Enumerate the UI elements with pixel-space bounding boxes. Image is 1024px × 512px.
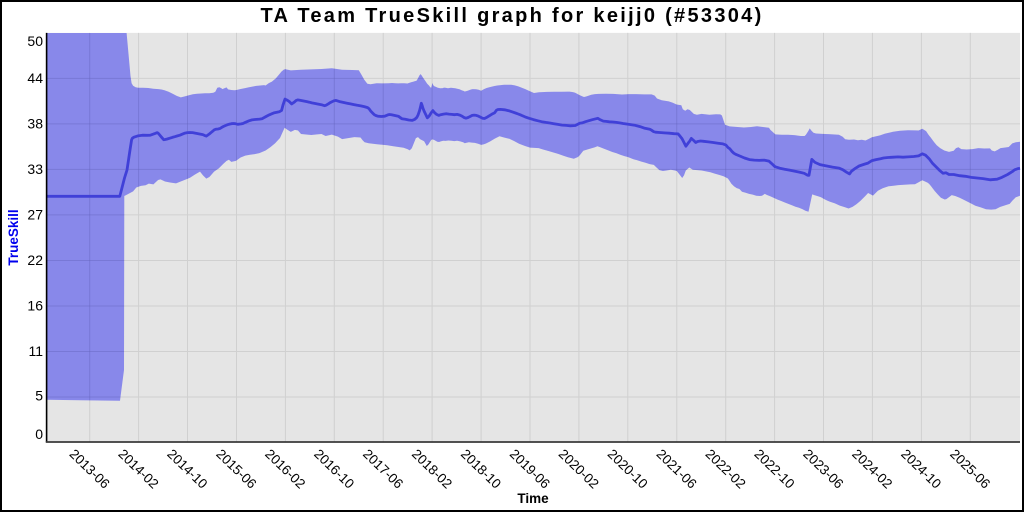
- svg-text:50: 50: [27, 33, 43, 49]
- svg-text:11: 11: [28, 343, 43, 359]
- svg-text:2025-06: 2025-06: [947, 446, 993, 491]
- svg-text:27: 27: [27, 207, 43, 223]
- svg-text:16: 16: [27, 298, 43, 314]
- svg-text:2014-02: 2014-02: [115, 446, 161, 491]
- svg-text:2020-02: 2020-02: [556, 446, 602, 491]
- svg-text:2014-10: 2014-10: [164, 446, 210, 491]
- svg-text:Time: Time: [517, 491, 549, 506]
- svg-text:2015-06: 2015-06: [213, 446, 259, 491]
- svg-text:22: 22: [27, 252, 43, 268]
- svg-text:2024-02: 2024-02: [849, 446, 895, 491]
- svg-text:0: 0: [35, 426, 43, 442]
- svg-text:2021-06: 2021-06: [654, 446, 700, 491]
- svg-text:33: 33: [27, 161, 43, 177]
- svg-text:TrueSkill: TrueSkill: [6, 209, 21, 265]
- svg-text:2020-10: 2020-10: [605, 446, 651, 491]
- svg-text:2017-06: 2017-06: [360, 446, 406, 491]
- svg-text:2022-02: 2022-02: [703, 446, 749, 491]
- svg-text:5: 5: [35, 387, 43, 403]
- svg-text:2022-10: 2022-10: [751, 446, 797, 491]
- svg-text:44: 44: [27, 70, 43, 86]
- svg-text:2023-06: 2023-06: [800, 446, 846, 491]
- svg-text:2016-10: 2016-10: [311, 446, 357, 491]
- svg-text:2013-06: 2013-06: [67, 446, 113, 491]
- svg-text:2018-10: 2018-10: [458, 446, 504, 491]
- svg-text:2024-10: 2024-10: [898, 446, 944, 491]
- svg-text:38: 38: [27, 116, 43, 132]
- svg-text:2018-02: 2018-02: [409, 446, 455, 491]
- svg-text:2016-02: 2016-02: [262, 446, 308, 491]
- svg-text:2019-06: 2019-06: [507, 446, 553, 491]
